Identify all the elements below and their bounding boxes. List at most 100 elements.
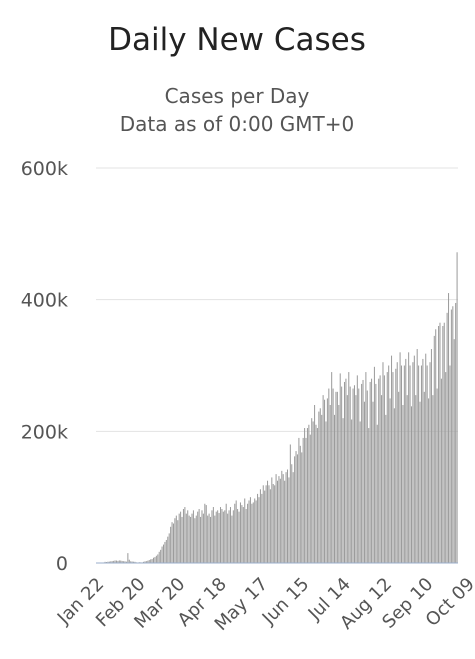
bar (174, 518, 176, 563)
bar (108, 561, 110, 563)
bar (264, 490, 266, 563)
bar (316, 428, 318, 563)
bar (117, 560, 119, 563)
bar (234, 503, 236, 563)
bar (148, 560, 150, 563)
bar (130, 561, 132, 563)
bar (114, 560, 116, 563)
bar (160, 549, 162, 563)
bar (192, 510, 194, 563)
bar (201, 510, 203, 563)
bar (272, 484, 274, 563)
bar (171, 522, 173, 563)
bar (259, 489, 261, 563)
bar (321, 414, 323, 564)
bar (406, 395, 408, 564)
bar (342, 418, 344, 563)
bar (348, 372, 350, 563)
bar (381, 395, 383, 564)
bar (452, 306, 454, 563)
bar (305, 437, 307, 563)
x-tick-label: Jun 15 (258, 574, 314, 630)
bar (334, 414, 336, 564)
bar (232, 510, 234, 563)
bar (343, 381, 346, 563)
bar (219, 507, 222, 563)
bar (212, 507, 214, 563)
chart-title: Daily New Cases (108, 22, 366, 58)
bar (120, 560, 122, 563)
bar (211, 510, 213, 563)
bar (238, 511, 240, 563)
bar (388, 365, 390, 563)
y-axis-tick-labels: 0 200k 400k 600k (21, 158, 68, 575)
bar (143, 561, 145, 563)
bar (221, 509, 223, 563)
bar (164, 541, 166, 563)
bar (208, 513, 210, 564)
bar (224, 510, 226, 563)
bar (225, 503, 227, 563)
bar (237, 509, 239, 563)
bar (376, 424, 378, 563)
bar (247, 503, 249, 563)
chart-subtitle-line-1: Cases per Day (165, 84, 310, 108)
bar (392, 372, 394, 563)
bar (308, 424, 310, 563)
bar (309, 434, 311, 564)
bar (244, 498, 246, 563)
bar (430, 349, 432, 563)
bar (175, 515, 177, 563)
bar (296, 454, 298, 564)
bar (349, 386, 351, 563)
bar (125, 561, 127, 563)
bar (167, 536, 169, 563)
bar (128, 559, 130, 563)
bar (448, 293, 450, 563)
bar (187, 510, 189, 563)
bar (314, 405, 316, 563)
bar (154, 557, 156, 563)
bar (242, 507, 244, 563)
bar (432, 395, 434, 564)
bar (217, 510, 219, 563)
bar (275, 474, 277, 564)
bar (177, 520, 179, 563)
bar (268, 485, 270, 563)
bar (295, 451, 297, 563)
bar (423, 391, 425, 563)
bar (408, 352, 410, 563)
bar (271, 477, 273, 563)
bar (366, 390, 368, 563)
bar (403, 365, 405, 563)
bar (231, 515, 233, 563)
bar (145, 561, 147, 563)
bar (157, 554, 159, 563)
bar (315, 424, 317, 563)
bar (410, 406, 412, 563)
bar (329, 405, 331, 563)
bar (336, 391, 338, 563)
bar (257, 493, 259, 564)
bar (254, 498, 256, 563)
bar (282, 474, 284, 564)
bar (222, 511, 224, 563)
bar (311, 418, 313, 563)
bar (200, 516, 202, 563)
bar (204, 503, 206, 563)
bar (215, 511, 217, 563)
bar (379, 375, 381, 564)
bar (436, 388, 438, 563)
bar (294, 456, 296, 563)
bar (396, 362, 398, 563)
bar (265, 485, 267, 563)
bar (267, 480, 269, 563)
bar (111, 561, 113, 563)
bar (241, 505, 243, 563)
bar (284, 480, 286, 563)
bar (278, 476, 280, 563)
bar (439, 322, 441, 563)
bar (382, 362, 384, 563)
bar (127, 553, 129, 564)
bar (205, 505, 207, 563)
